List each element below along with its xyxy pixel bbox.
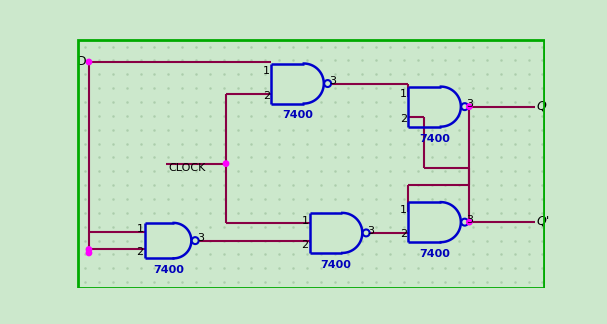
Circle shape xyxy=(461,219,468,226)
Text: 1: 1 xyxy=(400,205,407,215)
Circle shape xyxy=(467,219,472,225)
Polygon shape xyxy=(342,213,362,253)
Text: 7400: 7400 xyxy=(419,249,450,259)
Text: 7400: 7400 xyxy=(153,265,184,275)
Polygon shape xyxy=(441,87,461,127)
FancyBboxPatch shape xyxy=(409,87,441,127)
Text: 2: 2 xyxy=(400,114,407,124)
Circle shape xyxy=(467,104,472,109)
Text: CLOCK: CLOCK xyxy=(168,163,206,173)
Text: 2: 2 xyxy=(137,247,144,257)
Text: 1: 1 xyxy=(263,66,270,76)
Text: 7400: 7400 xyxy=(320,260,351,270)
Text: 3: 3 xyxy=(466,215,473,225)
Circle shape xyxy=(86,59,92,65)
FancyBboxPatch shape xyxy=(409,202,441,242)
Text: 3: 3 xyxy=(368,226,375,236)
Text: 1: 1 xyxy=(137,225,144,235)
Text: 2: 2 xyxy=(400,229,407,239)
Text: 7400: 7400 xyxy=(419,133,450,144)
Circle shape xyxy=(362,229,370,237)
Text: 3: 3 xyxy=(197,233,204,243)
Text: 2: 2 xyxy=(301,240,308,250)
Text: 1: 1 xyxy=(302,215,308,226)
Circle shape xyxy=(461,103,468,110)
Text: 3: 3 xyxy=(466,99,473,109)
Circle shape xyxy=(223,161,229,166)
Polygon shape xyxy=(174,223,191,258)
Circle shape xyxy=(324,80,331,87)
FancyBboxPatch shape xyxy=(310,213,342,253)
FancyBboxPatch shape xyxy=(145,223,174,258)
Text: Q: Q xyxy=(537,99,546,112)
Text: 1: 1 xyxy=(400,89,407,99)
Polygon shape xyxy=(304,64,324,104)
Circle shape xyxy=(192,237,198,244)
Text: D: D xyxy=(77,55,87,68)
Text: 2: 2 xyxy=(263,91,270,101)
Text: 7400: 7400 xyxy=(282,110,313,121)
Text: 3: 3 xyxy=(329,76,336,86)
Circle shape xyxy=(86,247,92,252)
Text: Q': Q' xyxy=(537,215,549,228)
FancyBboxPatch shape xyxy=(271,64,304,104)
Circle shape xyxy=(86,250,92,256)
Polygon shape xyxy=(441,202,461,242)
